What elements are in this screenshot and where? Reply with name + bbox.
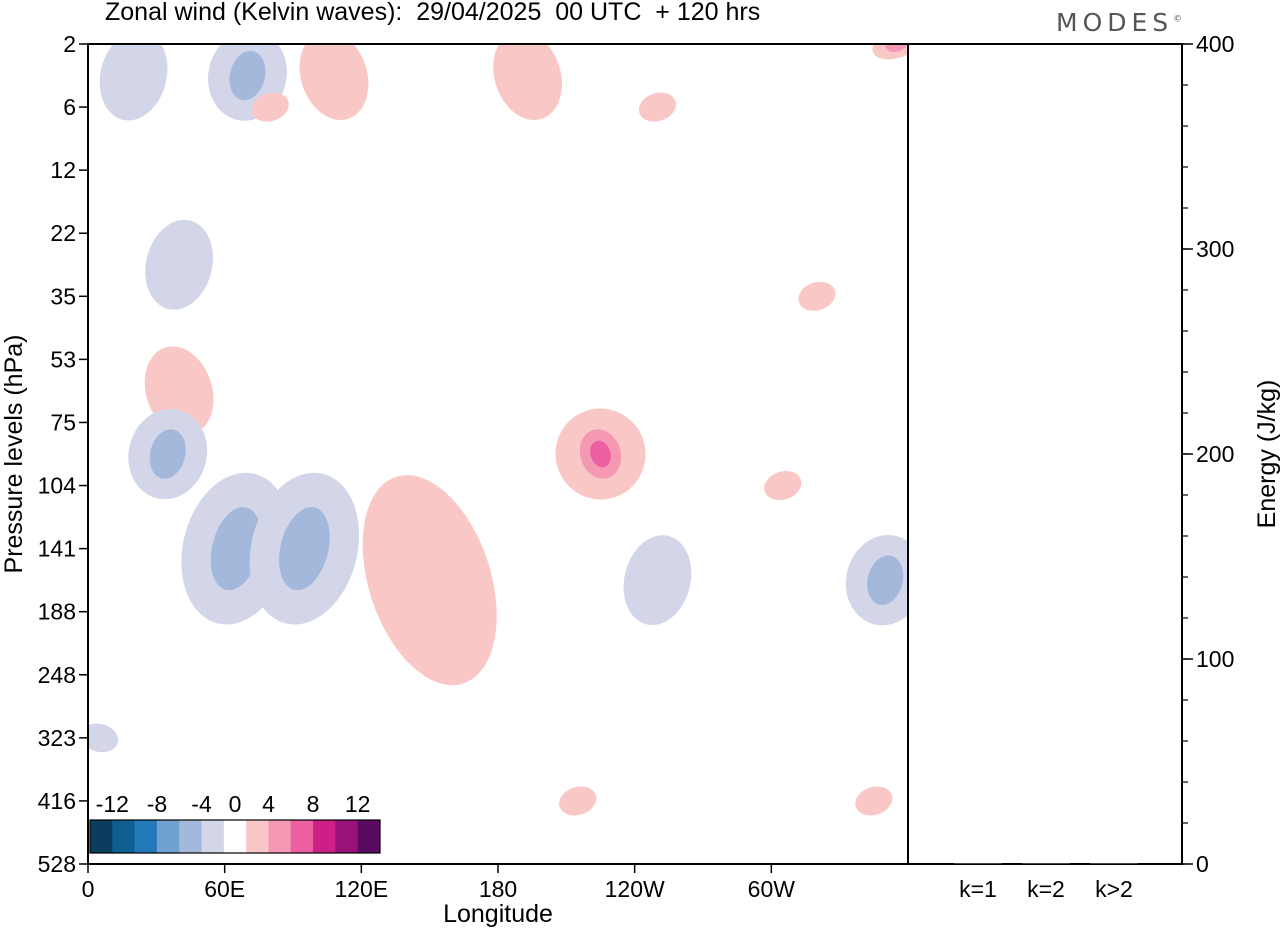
colorbar-label: 0 xyxy=(229,791,242,817)
energy-category-label: k=1 xyxy=(959,876,997,902)
wind-contour xyxy=(855,786,893,816)
energy-tick-label: 400 xyxy=(1196,31,1234,57)
energy-categories: k=1 k=2 k>2 xyxy=(959,876,1133,902)
y-tick-label: 188 xyxy=(38,599,76,625)
wind-contour xyxy=(99,44,168,121)
colorbar-swatch xyxy=(290,820,314,853)
wind-contour-core xyxy=(210,507,262,591)
wind-contour xyxy=(145,219,213,310)
colorbar-swatch xyxy=(357,820,381,853)
modes-logo: MODES© xyxy=(1056,8,1187,37)
logo-text: MODES xyxy=(1056,8,1174,37)
y-tick-label: 528 xyxy=(38,851,76,877)
y-tick-label: 35 xyxy=(50,283,76,309)
y-tick-label: 6 xyxy=(63,94,76,120)
wind-contour xyxy=(764,470,802,501)
plot-background xyxy=(88,44,908,864)
wind-contour-core xyxy=(229,50,266,101)
energy-axis-label: Energy (J/kg) xyxy=(1253,380,1280,529)
y-tick-label: 12 xyxy=(50,157,76,183)
wind-contour xyxy=(251,92,289,122)
colorbar-swatch xyxy=(112,820,136,853)
colorbar: -12 -8 -4 0 4 8 12 xyxy=(89,791,381,854)
wind-contour xyxy=(872,44,908,60)
energy-bars xyxy=(954,863,1138,864)
colorbar-label: 4 xyxy=(262,791,275,817)
energy-tick-label: 100 xyxy=(1196,646,1234,672)
y-axis-label: Pressure levels (hPa) xyxy=(0,335,28,574)
y-tick-label: 323 xyxy=(38,725,76,751)
colorbar-swatch xyxy=(246,820,269,853)
chart-title: Zonal wind (Kelvin waves): 29/04/2025 00… xyxy=(105,0,761,26)
energy-plot: 0 100 200 300 400 k=1 k=2 k>2 Energy (J/kg) xyxy=(907,31,1280,902)
wind-contour xyxy=(493,44,563,121)
colorbar-swatch xyxy=(90,820,113,853)
y-tick-label: 416 xyxy=(38,788,76,814)
colorbar-label: -4 xyxy=(191,791,212,817)
y-tick-label: 53 xyxy=(50,346,76,372)
x-tick-label: 120W xyxy=(605,876,665,902)
wind-contour-core xyxy=(867,555,904,605)
energy-category-label: k>2 xyxy=(1095,876,1133,902)
x-tick-label: 180 xyxy=(479,876,517,902)
colorbar-swatch xyxy=(156,820,180,853)
x-axis: 0 60E 120E 180 120W 60W xyxy=(82,864,796,902)
heatmap-plot: -12 -8 -4 0 4 8 12 0 60E 120E 180 120W 60W 26122235… xyxy=(0,31,909,928)
y-tick-label: 248 xyxy=(38,662,76,688)
x-tick-label: 60W xyxy=(748,876,796,902)
colorbar-swatch xyxy=(268,820,292,853)
wind-contour-core xyxy=(885,44,908,53)
colorbar-label: -8 xyxy=(147,791,167,817)
wind-contour xyxy=(362,475,497,686)
wind-contour xyxy=(299,44,369,121)
wind-contour xyxy=(798,281,836,311)
colorbar-swatch xyxy=(335,820,359,853)
energy-tick-label: 200 xyxy=(1196,441,1234,467)
energy-frame xyxy=(907,43,1183,865)
wind-contour-peak xyxy=(590,440,611,468)
y-tick-label: 104 xyxy=(38,473,77,499)
wind-contour-core xyxy=(279,507,330,591)
wind-contour xyxy=(88,723,119,753)
y-axis: 2 6 12 22 35 53 75 104 141 188 248 323 416 528 xyxy=(38,31,88,877)
energy-tick-label: 300 xyxy=(1196,236,1234,262)
energy-tick-label: 0 xyxy=(1196,851,1209,877)
wind-contour-core xyxy=(149,429,186,479)
colorbar-label: -12 xyxy=(96,791,129,817)
colorbar-swatch xyxy=(223,820,247,853)
wind-contour xyxy=(623,535,692,626)
colorbar-swatch xyxy=(201,820,225,853)
energy-axis: 0 100 200 300 400 xyxy=(1182,31,1234,877)
x-axis-label: Longitude xyxy=(443,900,553,928)
y-tick-label: 22 xyxy=(50,220,76,246)
energy-bar xyxy=(1022,863,1070,864)
energy-category-label: k=2 xyxy=(1027,876,1065,902)
logo-mark: © xyxy=(1173,14,1188,25)
colorbar-swatch xyxy=(313,820,336,853)
colorbar-swatch xyxy=(179,820,203,853)
y-tick-label: 2 xyxy=(63,31,76,57)
energy-bar xyxy=(1090,863,1138,864)
x-tick-label: 0 xyxy=(82,876,95,902)
wind-contours xyxy=(88,44,908,816)
wind-contour xyxy=(638,92,677,122)
y-tick-label: 141 xyxy=(38,536,76,562)
colorbar-label: 8 xyxy=(307,791,320,817)
energy-bar xyxy=(954,863,1002,864)
x-tick-label: 60E xyxy=(204,876,245,902)
y-tick-label: 75 xyxy=(50,409,76,435)
colorbar-frame xyxy=(89,819,381,854)
x-tick-label: 120E xyxy=(334,876,388,902)
colorbar-swatch xyxy=(134,820,158,853)
wind-contour xyxy=(559,786,597,816)
colorbar-label: 12 xyxy=(345,791,371,817)
